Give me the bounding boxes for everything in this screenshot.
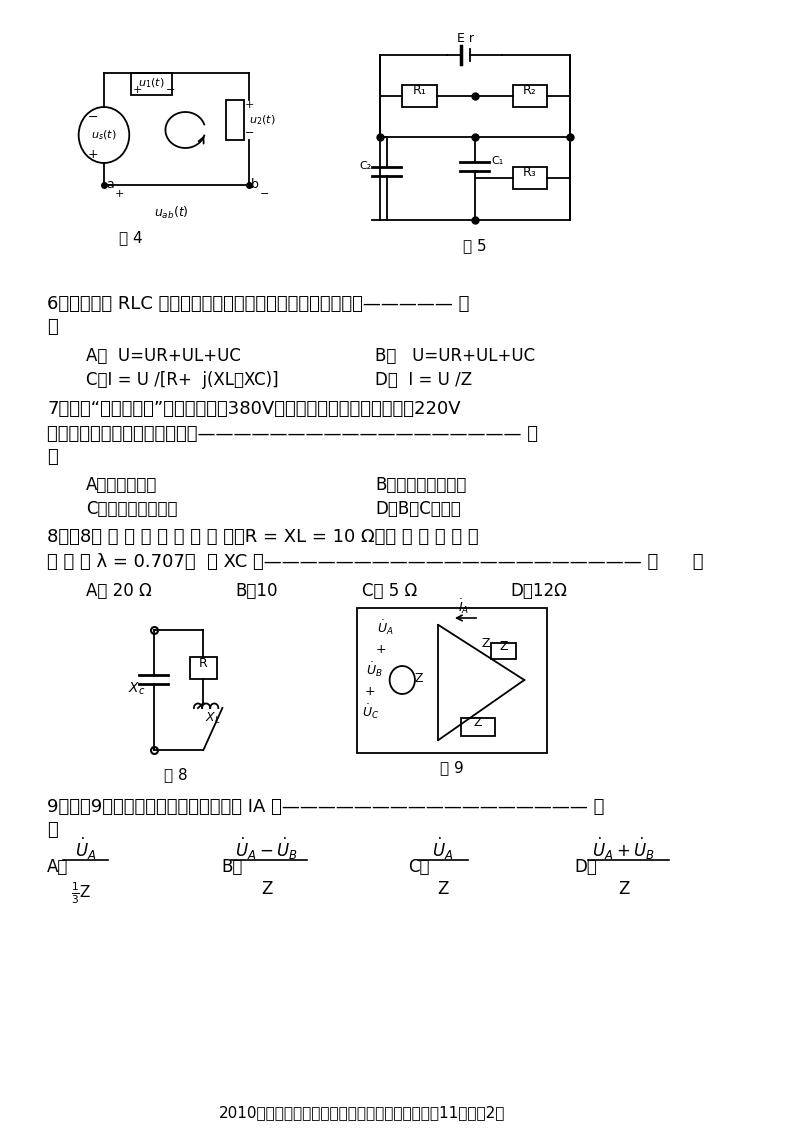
Text: −: − bbox=[166, 85, 175, 95]
Text: +: + bbox=[88, 148, 98, 162]
Text: $u_s(t)$: $u_s(t)$ bbox=[91, 128, 117, 141]
Text: 6、下列表达 RLC 串联电路中电压、电流关系的各式正确的是————— （: 6、下列表达 RLC 串联电路中电压、电流关系的各式正确的是————— （ bbox=[47, 295, 470, 313]
Bar bbox=[513, 85, 547, 107]
Text: D、B、C都可以: D、B、C都可以 bbox=[375, 500, 461, 518]
Text: ）: ） bbox=[47, 318, 58, 336]
Text: R₂: R₂ bbox=[523, 84, 537, 97]
Text: +: + bbox=[245, 100, 254, 110]
Bar bbox=[131, 74, 172, 95]
Text: C、星形连接有中线: C、星形连接有中线 bbox=[86, 500, 178, 518]
Text: B、星形连接无中线: B、星形连接无中线 bbox=[375, 476, 466, 494]
Text: −: − bbox=[88, 111, 98, 123]
Text: Z: Z bbox=[414, 672, 423, 685]
Text: E r: E r bbox=[457, 32, 474, 45]
Bar bbox=[190, 657, 217, 679]
Text: A、三角形连接: A、三角形连接 bbox=[86, 476, 158, 494]
Text: b: b bbox=[250, 178, 258, 191]
Bar bbox=[461, 718, 495, 736]
Text: C₂: C₂ bbox=[360, 161, 372, 171]
Text: ）: ） bbox=[47, 821, 58, 839]
Text: Z: Z bbox=[474, 716, 482, 729]
Text: +: + bbox=[375, 644, 386, 656]
Text: $\dot{U}_A$: $\dot{U}_A$ bbox=[432, 836, 454, 862]
Bar bbox=[357, 608, 547, 753]
Text: R₃: R₃ bbox=[523, 166, 537, 179]
Text: B、: B、 bbox=[222, 858, 243, 877]
Text: $\dot{U}_A-\dot{U}_B$: $\dot{U}_A-\dot{U}_B$ bbox=[235, 836, 298, 862]
Text: a: a bbox=[106, 178, 114, 191]
Text: $\dot{U}_A$: $\dot{U}_A$ bbox=[377, 619, 394, 637]
Text: 8、图8所 示 正 弦 交 流 电 路 中，R = XL = 10 Ω，欲 使 电 路 的 功: 8、图8所 示 正 弦 交 流 电 路 中，R = XL = 10 Ω，欲 使 … bbox=[47, 528, 478, 546]
Text: $u_{ab}(t)$: $u_{ab}(t)$ bbox=[154, 205, 189, 221]
Bar bbox=[491, 644, 516, 659]
Text: 9、如图9所示对称三相电路中，线电流 IA 为————————————————— （: 9、如图9所示对称三相电路中，线电流 IA 为—————————————————… bbox=[47, 798, 604, 815]
Text: $\dot{U}_A+\dot{U}_B$: $\dot{U}_A+\dot{U}_B$ bbox=[592, 836, 655, 862]
Text: $\dot{U}_A$: $\dot{U}_A$ bbox=[75, 836, 97, 862]
Text: +: + bbox=[364, 685, 375, 698]
Text: $\dot{I}_A$: $\dot{I}_A$ bbox=[458, 597, 470, 616]
Text: Z: Z bbox=[438, 880, 449, 898]
Text: 图 5: 图 5 bbox=[462, 238, 486, 253]
Text: +: + bbox=[115, 189, 124, 199]
Text: A、: A、 bbox=[47, 858, 68, 877]
Text: $\frac{1}{3}$Z: $\frac{1}{3}$Z bbox=[71, 880, 91, 906]
Text: 图 4: 图 4 bbox=[119, 230, 143, 245]
Text: B、10: B、10 bbox=[235, 582, 278, 601]
Text: Z: Z bbox=[261, 880, 272, 898]
Text: ）: ） bbox=[47, 448, 58, 466]
Text: C、: C、 bbox=[409, 858, 430, 877]
Text: −: − bbox=[245, 128, 254, 138]
Text: $\dot{U}_B$: $\dot{U}_B$ bbox=[366, 661, 383, 679]
Text: 7、有一“三相四线制”电源线电压为380V，一组不对称负载额定电压为220V: 7、有一“三相四线制”电源线电压为380V，一组不对称负载额定电压为220V bbox=[47, 400, 461, 418]
Text: Z: Z bbox=[481, 637, 490, 650]
Text: 可接在其上使用的连接方法是是—————————————————— （: 可接在其上使用的连接方法是是—————————————————— （ bbox=[47, 425, 538, 443]
Text: C₁: C₁ bbox=[492, 156, 504, 166]
Text: A、 20 Ω: A、 20 Ω bbox=[86, 582, 152, 601]
Text: Z: Z bbox=[618, 880, 630, 898]
Text: −: − bbox=[259, 189, 269, 199]
Text: C、I = U /[R+  j(XL－XC)]: C、I = U /[R+ j(XL－XC)] bbox=[86, 371, 278, 389]
Text: D、: D、 bbox=[574, 858, 597, 877]
Text: C、 5 Ω: C、 5 Ω bbox=[362, 582, 417, 601]
Text: D、12Ω: D、12Ω bbox=[510, 582, 568, 601]
Text: $u_2(t)$: $u_2(t)$ bbox=[249, 113, 275, 127]
Text: $X_c$: $X_c$ bbox=[128, 681, 146, 698]
Text: 图 8: 图 8 bbox=[165, 767, 188, 782]
Text: $\dot{U}_C$: $\dot{U}_C$ bbox=[362, 702, 379, 722]
Text: A、  U=UR+UL+UC: A、 U=UR+UL+UC bbox=[86, 347, 241, 365]
Text: $X_L$: $X_L$ bbox=[206, 711, 221, 726]
Text: 图 9: 图 9 bbox=[440, 760, 464, 775]
Text: B、   U=UR+UL+UC: B、 U=UR+UL+UC bbox=[375, 347, 535, 365]
Text: R: R bbox=[199, 657, 208, 670]
Text: D、  I = U /Z: D、 I = U /Z bbox=[375, 371, 472, 389]
Bar bbox=[513, 167, 547, 189]
Text: 2010对口高考电子电工综合知识模拟试卷（五）共11页，第2页: 2010对口高考电子电工综合知识模拟试卷（五）共11页，第2页 bbox=[218, 1105, 505, 1120]
Text: $u_1(t)$: $u_1(t)$ bbox=[138, 76, 164, 89]
Text: R₁: R₁ bbox=[413, 84, 426, 97]
Bar bbox=[226, 100, 244, 140]
Bar bbox=[402, 85, 437, 107]
Text: 率 因 数 λ = 0.707，  则 XC 为————————————————————— （      ）: 率 因 数 λ = 0.707， 则 XC 为—————————————————… bbox=[47, 553, 703, 571]
Text: +: + bbox=[133, 85, 142, 95]
Text: Z: Z bbox=[499, 640, 508, 653]
